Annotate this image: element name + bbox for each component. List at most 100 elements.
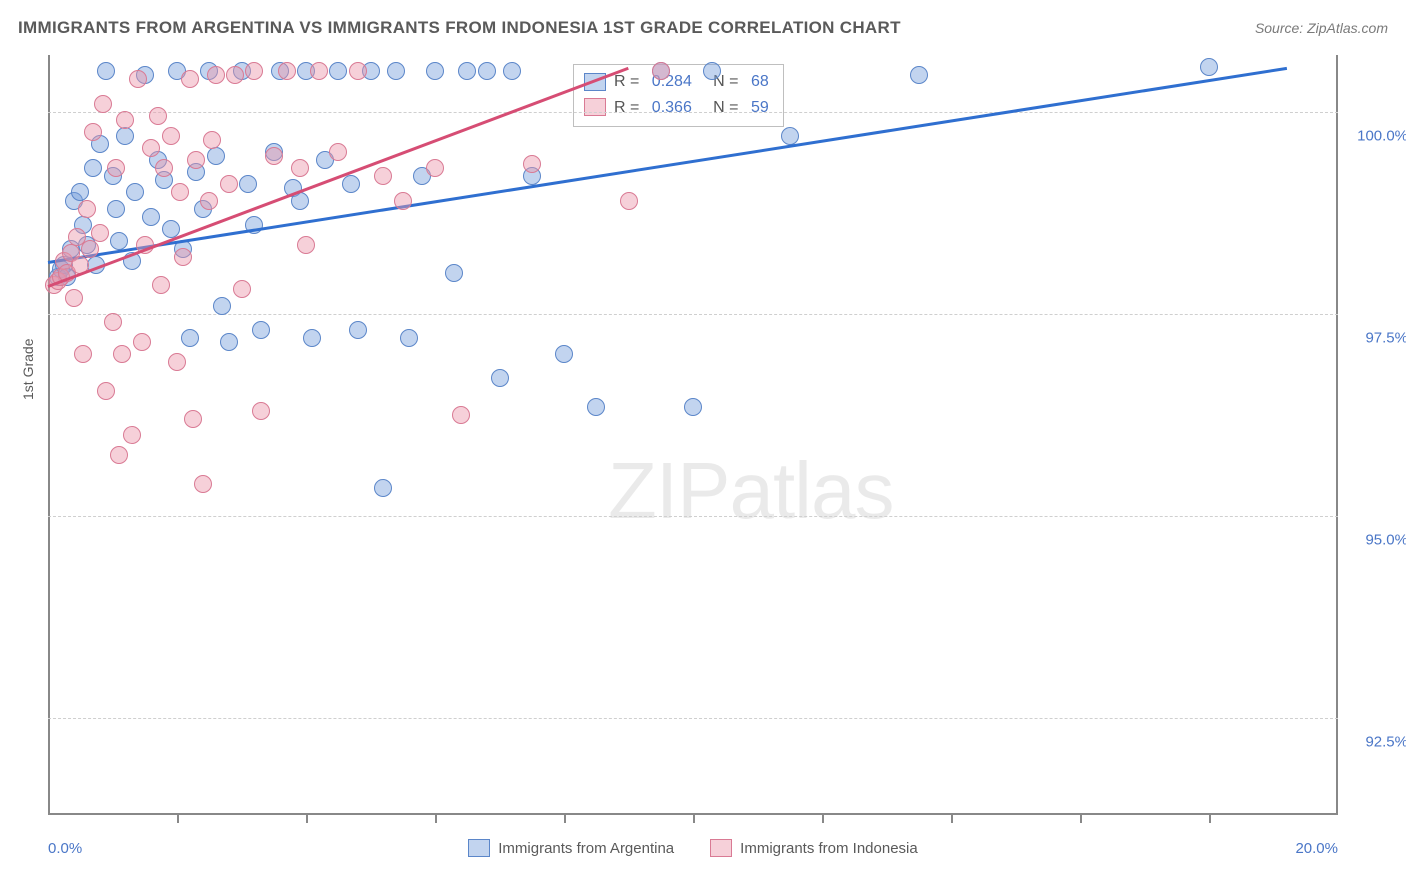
y-tick-label: 100.0% xyxy=(1348,127,1406,144)
legend-item-argentina: Immigrants from Argentina xyxy=(468,839,674,857)
x-tick xyxy=(822,815,824,823)
data-point-indonesia xyxy=(187,151,205,169)
x-tick xyxy=(951,815,953,823)
gridline xyxy=(48,112,1338,113)
data-point-argentina xyxy=(400,329,418,347)
data-point-indonesia xyxy=(652,62,670,80)
data-point-indonesia xyxy=(184,410,202,428)
data-point-indonesia xyxy=(220,175,238,193)
data-point-indonesia xyxy=(107,159,125,177)
chart-title: IMMIGRANTS FROM ARGENTINA VS IMMIGRANTS … xyxy=(18,18,901,38)
data-point-indonesia xyxy=(226,66,244,84)
data-point-indonesia xyxy=(84,123,102,141)
x-tick xyxy=(435,815,437,823)
data-point-argentina xyxy=(342,175,360,193)
trendline-indonesia xyxy=(47,67,629,288)
x-tick xyxy=(306,815,308,823)
data-point-argentina xyxy=(220,333,238,351)
data-point-indonesia xyxy=(252,402,270,420)
swatch-indonesia-icon xyxy=(710,839,732,857)
data-point-indonesia xyxy=(113,345,131,363)
data-point-indonesia xyxy=(207,66,225,84)
data-point-indonesia xyxy=(245,62,263,80)
data-point-indonesia xyxy=(349,62,367,80)
data-point-indonesia xyxy=(97,382,115,400)
data-point-indonesia xyxy=(194,475,212,493)
gridline xyxy=(48,516,1338,517)
data-point-argentina xyxy=(555,345,573,363)
data-point-indonesia xyxy=(171,183,189,201)
data-point-indonesia xyxy=(200,192,218,210)
legend-item-indonesia: Immigrants from Indonesia xyxy=(710,839,918,857)
swatch-indonesia xyxy=(584,98,606,116)
data-point-argentina xyxy=(126,183,144,201)
data-point-argentina xyxy=(387,62,405,80)
data-point-argentina xyxy=(181,329,199,347)
data-point-indonesia xyxy=(78,200,96,218)
data-point-argentina xyxy=(426,62,444,80)
data-point-indonesia xyxy=(81,240,99,258)
data-point-indonesia xyxy=(155,159,173,177)
data-point-argentina xyxy=(781,127,799,145)
data-point-argentina xyxy=(116,127,134,145)
data-point-argentina xyxy=(329,62,347,80)
data-point-indonesia xyxy=(278,62,296,80)
x-tick xyxy=(1209,815,1211,823)
data-point-indonesia xyxy=(116,111,134,129)
data-point-argentina xyxy=(207,147,225,165)
data-point-argentina xyxy=(910,66,928,84)
data-point-indonesia xyxy=(110,446,128,464)
y-tick-label: 97.5% xyxy=(1348,329,1406,346)
data-point-indonesia xyxy=(133,333,151,351)
gridline xyxy=(48,314,1338,315)
data-point-indonesia xyxy=(426,159,444,177)
y-axis-label: 1st Grade xyxy=(20,339,36,400)
data-point-argentina xyxy=(503,62,521,80)
data-point-indonesia xyxy=(104,313,122,331)
data-point-indonesia xyxy=(329,143,347,161)
data-point-argentina xyxy=(1200,58,1218,76)
data-point-argentina xyxy=(239,175,257,193)
data-point-indonesia xyxy=(65,289,83,307)
data-point-indonesia xyxy=(94,95,112,113)
data-point-indonesia xyxy=(91,224,109,242)
x-tick xyxy=(1080,815,1082,823)
data-point-argentina xyxy=(445,264,463,282)
watermark: ZIPatlas xyxy=(608,445,893,537)
gridline xyxy=(48,718,1338,719)
data-point-argentina xyxy=(374,479,392,497)
data-point-argentina xyxy=(252,321,270,339)
data-point-indonesia xyxy=(233,280,251,298)
correlation-legend: R = 0.284 N = 68 R = 0.366 N = 59 xyxy=(573,64,784,127)
data-point-indonesia xyxy=(74,345,92,363)
source-label: Source: ZipAtlas.com xyxy=(1255,20,1388,36)
y-tick-label: 92.5% xyxy=(1348,733,1406,750)
data-point-argentina xyxy=(478,62,496,80)
data-point-indonesia xyxy=(265,147,283,165)
y-axis-right xyxy=(1336,55,1338,815)
data-point-indonesia xyxy=(620,192,638,210)
data-point-indonesia xyxy=(374,167,392,185)
legend-row-indonesia: R = 0.366 N = 59 xyxy=(584,95,769,121)
data-point-indonesia xyxy=(523,155,541,173)
data-point-argentina xyxy=(213,297,231,315)
data-point-argentina xyxy=(142,208,160,226)
data-point-argentina xyxy=(303,329,321,347)
data-point-argentina xyxy=(587,398,605,416)
data-point-indonesia xyxy=(297,236,315,254)
data-point-argentina xyxy=(110,232,128,250)
data-point-argentina xyxy=(97,62,115,80)
data-point-indonesia xyxy=(203,131,221,149)
data-point-indonesia xyxy=(129,70,147,88)
y-axis-left xyxy=(48,55,50,815)
data-point-indonesia xyxy=(394,192,412,210)
data-point-indonesia xyxy=(174,248,192,266)
y-tick-label: 95.0% xyxy=(1348,531,1406,548)
x-tick xyxy=(564,815,566,823)
data-point-argentina xyxy=(684,398,702,416)
data-point-indonesia xyxy=(142,139,160,157)
swatch-argentina-icon xyxy=(468,839,490,857)
data-point-argentina xyxy=(703,62,721,80)
x-tick xyxy=(177,815,179,823)
data-point-argentina xyxy=(349,321,367,339)
